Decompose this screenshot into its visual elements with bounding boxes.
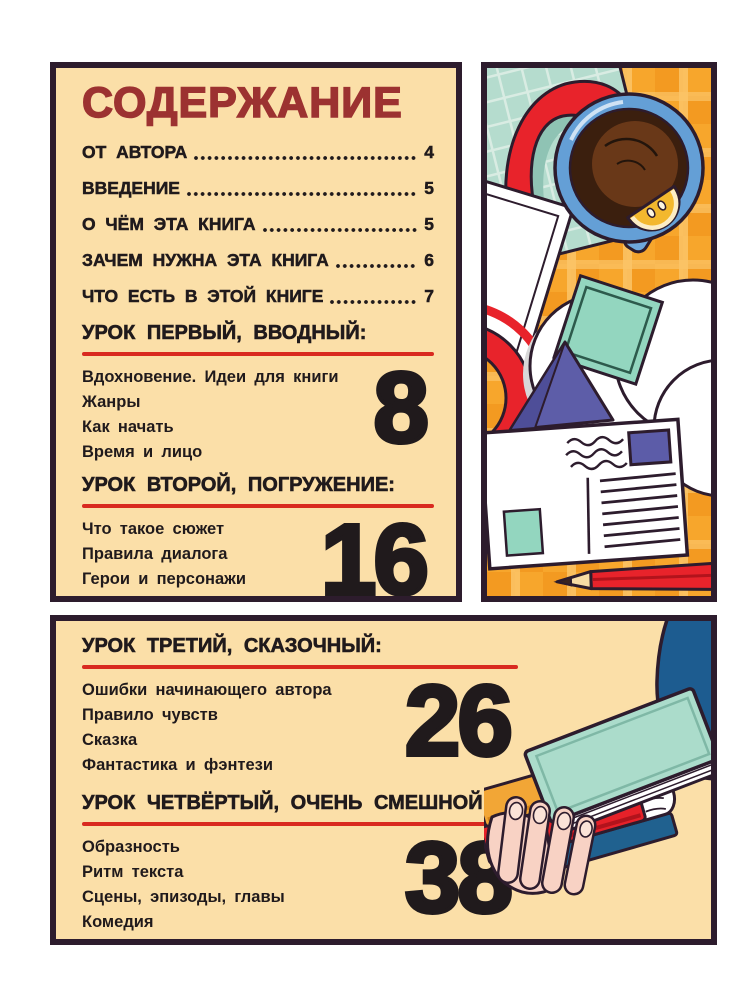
toc-entry: О ЧЁМ ЭТА КНИГА 5 — [82, 214, 434, 235]
lesson-header: УРОК ВТОРОЙ, ПОГРУЖЕНИЕ: — [82, 474, 396, 497]
desk-illustration — [487, 68, 711, 596]
lesson-topic: Что такое сюжет — [82, 520, 225, 538]
red-rule — [82, 504, 434, 508]
lesson-topic: Время и лицо — [82, 443, 203, 461]
lesson-topic: Герои и персонажи — [82, 570, 247, 588]
lesson-section-3: УРОК ТРЕТИЙ, СКАЗОЧНЫЙ: Ошибки начинающе… — [82, 635, 518, 778]
lesson-topic: Сказка — [82, 731, 138, 749]
toc-entry: ЧТО ЕСТЬ В ЭТОЙ КНИГЕ 7 — [82, 286, 435, 307]
paper-triangle-icon — [508, 340, 615, 432]
dotted-leader — [193, 155, 417, 161]
hand-with-books-illustration — [484, 621, 711, 896]
dotted-leader — [334, 263, 417, 269]
lesson-topic-list: Образность Ритм текста Сцены, эпизоды, г… — [82, 835, 399, 935]
toc-list: ОТ АВТОРА 4 ВВЕДЕНИЕ 5 О ЧЁМ ЭТА КНИГА 5… — [82, 142, 435, 307]
lesson-topic: Правило чувств — [82, 706, 218, 724]
lesson-section-2: УРОК ВТОРОЙ, ПОГРУЖЕНИЕ: Что такое сюжет… — [82, 474, 434, 602]
red-rule — [82, 822, 518, 826]
page-title: СОДЕРЖАНИЕ — [81, 79, 403, 127]
lesson-page-number: 8 — [371, 352, 431, 464]
lesson-topic: Комедия — [82, 913, 154, 931]
toc-entry-page: 5 — [424, 214, 434, 235]
lesson-section-4: УРОК ЧЕТВЁРТЫЙ, ОЧЕНЬ СМЕШНОЙ: Образност… — [82, 792, 518, 935]
toc-entry: ОТ АВТОРА 4 — [82, 142, 435, 163]
lessons-panel: УРОК ТРЕТИЙ, СКАЗОЧНЫЙ: Ошибки начинающе… — [50, 615, 717, 945]
toc-entry-page: 6 — [424, 250, 434, 271]
lesson-topic-list: Ошибки начинающего автора Правило чувств… — [82, 678, 399, 778]
toc-entry-label: О ЧЁМ ЭТА КНИГА — [82, 214, 256, 235]
lesson-topic: Жанры — [82, 393, 141, 411]
toc-entry-label: ВВЕДЕНИЕ — [82, 178, 180, 199]
teal-card-icon — [552, 273, 665, 387]
toc-entry-page: 5 — [424, 178, 434, 199]
lesson-header: УРОК ТРЕТИЙ, СКАЗОЧНЫЙ: — [82, 635, 382, 658]
lesson-header: УРОК ЧЕТВЁРТЫЙ, ОЧЕНЬ СМЕШНОЙ: — [82, 792, 490, 815]
desk-illustration-panel — [481, 62, 717, 602]
toc-entry-label: ЗАЧЕМ НУЖНА ЭТА КНИГА — [82, 250, 329, 271]
toc-entry: ВВЕДЕНИЕ 5 — [82, 178, 434, 199]
hand-illustration-area — [484, 621, 711, 939]
toc-entry: ЗАЧЕМ НУЖНА ЭТА КНИГА 6 — [82, 250, 434, 271]
toc-entry-label: ОТ АВТОРА — [82, 142, 188, 163]
red-rule — [82, 352, 434, 356]
red-rule — [82, 665, 518, 669]
dotted-leader — [329, 299, 417, 305]
lesson-topic: Ритм текста — [82, 863, 184, 881]
lesson-page-number: 16 — [319, 504, 431, 602]
lemon-slice-icon — [626, 184, 681, 232]
red-pencil-icon — [553, 561, 711, 591]
lesson-topic-list: Вдохновение. Идеи для книги Жанры Как на… — [82, 365, 367, 465]
lesson-page-number: 26 — [403, 665, 515, 777]
toc-entry-page: 4 — [424, 142, 434, 163]
toc-entry-page: 7 — [424, 286, 434, 307]
lesson-topic: Как начать — [82, 418, 174, 436]
toc-entry-label: ЧТО ЕСТЬ В ЭТОЙ КНИГЕ — [82, 286, 324, 307]
lesson-topic: Образность — [82, 838, 180, 856]
lesson-topic: Ошибки начинающего автора — [82, 681, 332, 699]
lesson-header: УРОК ПЕРВЫЙ, ВВОДНЫЙ: — [82, 322, 367, 345]
paper-sheet-icon — [487, 169, 576, 368]
lesson-topic: Вдохновение. Идеи для книги — [82, 368, 339, 386]
lesson-section-1: УРОК ПЕРВЫЙ, ВВОДНЫЙ: Вдохновение. Идеи … — [82, 322, 434, 465]
postcard-icon — [487, 417, 690, 571]
hand-icon — [486, 796, 597, 896]
lessons-column: УРОК ТРЕТИЙ, СКАЗОЧНЫЙ: Ошибки начинающе… — [82, 635, 518, 939]
lesson-topic: Правила диалога — [82, 545, 228, 563]
lesson-topic: Фантастика и фэнтези — [82, 756, 274, 774]
coffee-cup-icon — [553, 92, 705, 254]
lesson-topic-list: Что такое сюжет Правила диалога Герои и … — [82, 517, 315, 592]
lesson-topic: Сцены, эпизоды, главы — [82, 888, 285, 906]
stamp-icon — [627, 428, 673, 467]
address-lines — [599, 472, 681, 549]
contents-panel: СОДЕРЖАНИЕ ОТ АВТОРА 4 ВВЕДЕНИЕ 5 О ЧЁМ … — [50, 62, 462, 602]
dotted-leader — [261, 227, 417, 233]
dotted-leader — [185, 191, 417, 197]
